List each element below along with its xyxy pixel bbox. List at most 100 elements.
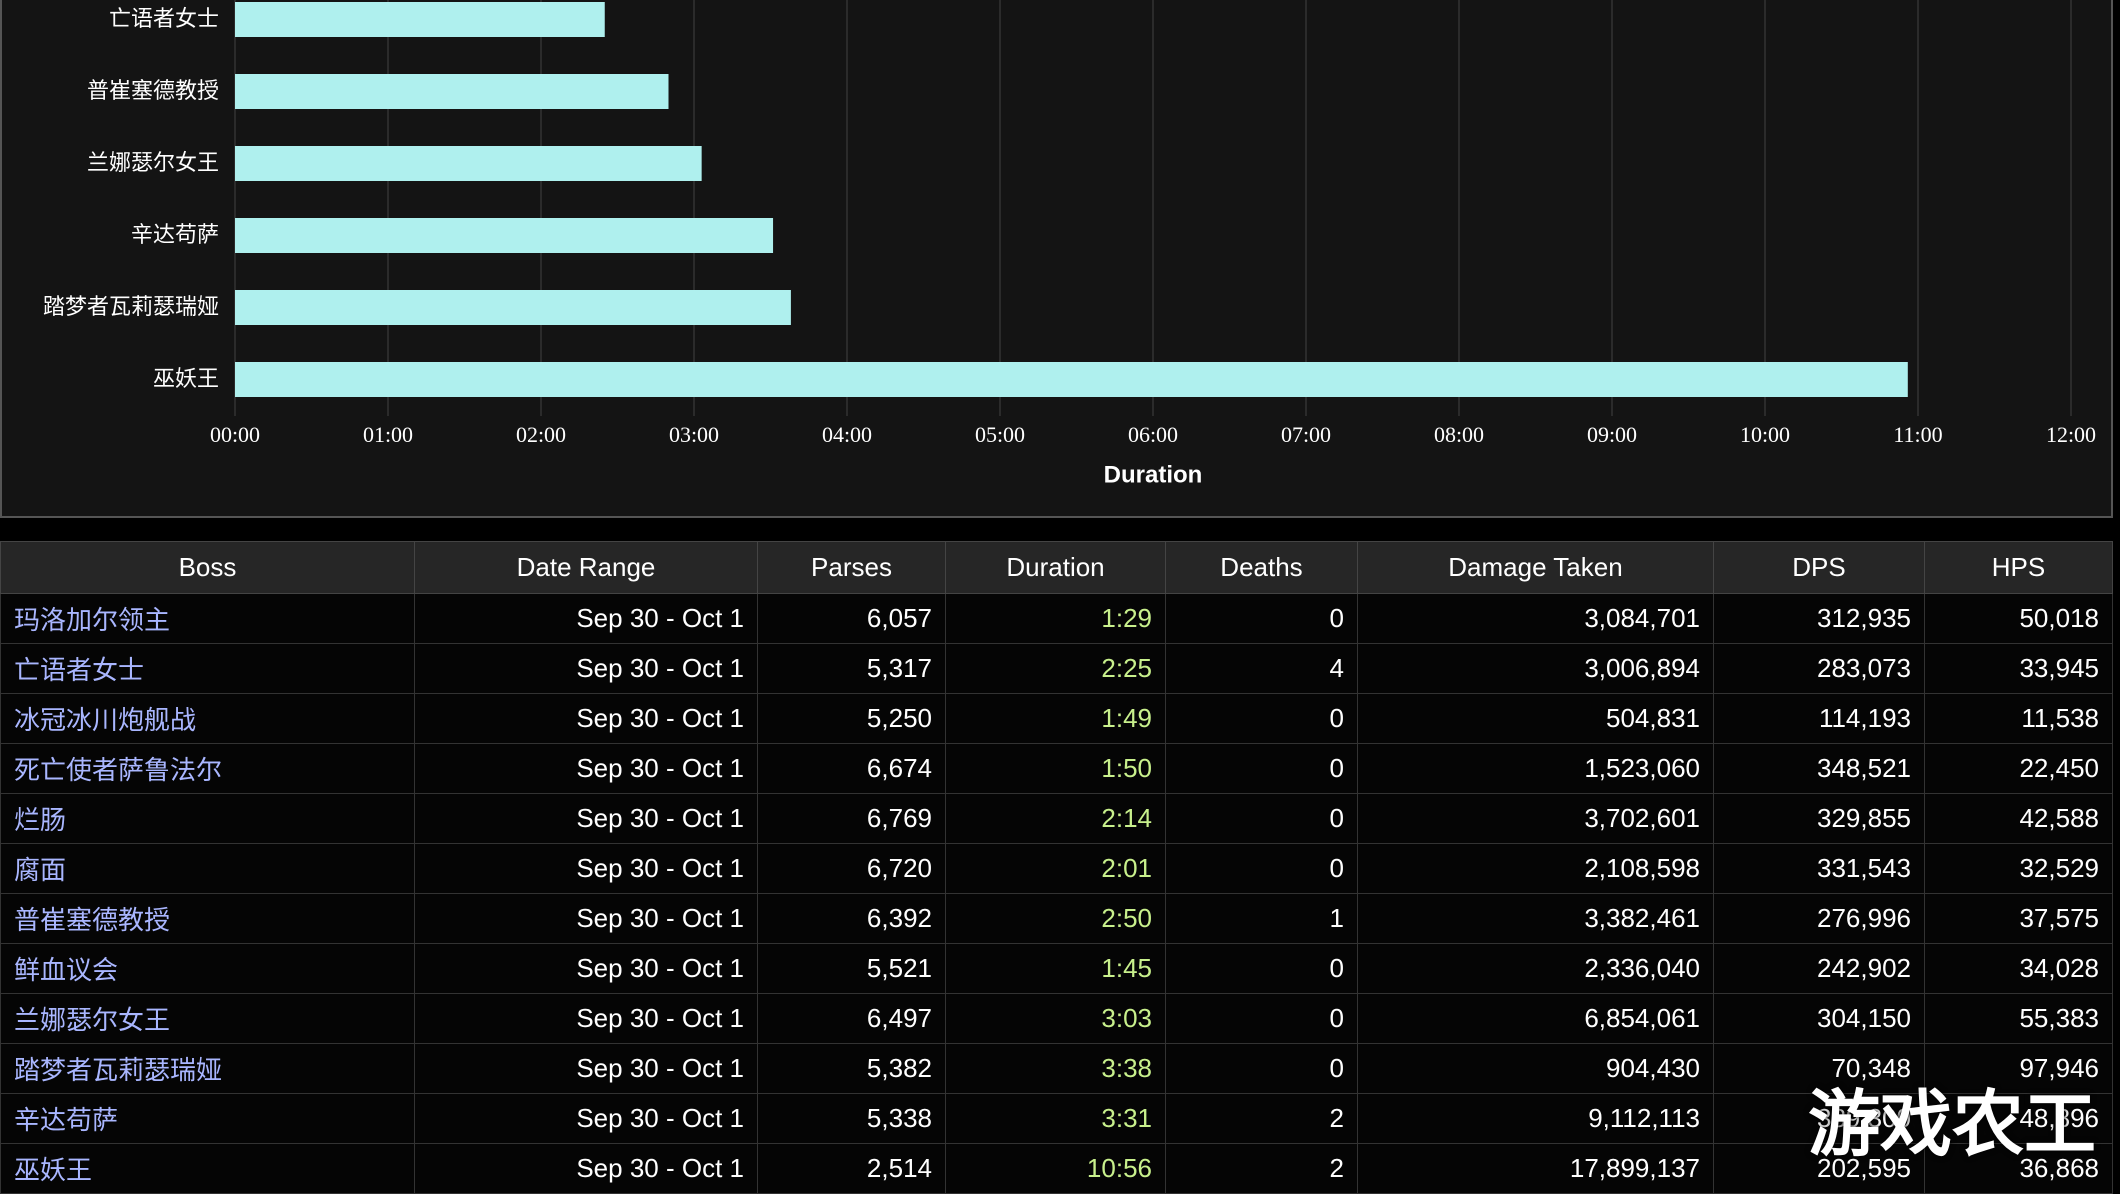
table-cell: 0 bbox=[1165, 743, 1358, 794]
table-row: 烂肠 Sep 30 - Oct 1 6,769 2:14 0 3,702,601 329,8… bbox=[0, 793, 2113, 844]
table-row: 辛达苟萨 Sep 30 - Oct 1 5,338 3:31 2 9,112,113 389… bbox=[0, 1093, 2113, 1144]
table-cell: 22,450 bbox=[1924, 743, 2113, 794]
table-body: 玛洛加尔领主 Sep 30 - Oct 1 6,057 1:29 0 3,084,701 3… bbox=[0, 593, 2113, 1194]
table-cell: 6,497 bbox=[757, 993, 946, 1044]
bar bbox=[235, 362, 1908, 397]
table-cell: 11,538 bbox=[1924, 693, 2113, 744]
table-cell: 10:56 bbox=[945, 1143, 1166, 1194]
y-tick-label: 亡语者女士 bbox=[109, 6, 219, 31]
table-cell: 312,935 bbox=[1713, 593, 1925, 644]
x-tick-label: 06:00 bbox=[1128, 422, 1178, 447]
table-cell: 32,529 bbox=[1924, 843, 2113, 894]
table-row: 死亡使者萨鲁法尔 Sep 30 - Oct 1 6,674 1:50 0 1,523,06… bbox=[0, 743, 2113, 794]
table-cell: 9,112,113 bbox=[1357, 1093, 1714, 1144]
table-cell: 5,338 bbox=[757, 1093, 946, 1144]
table-cell: 304,150 bbox=[1713, 993, 1925, 1044]
column-header[interactable]: Damage Taken bbox=[1357, 541, 1714, 594]
x-tick-label: 07:00 bbox=[1281, 422, 1331, 447]
table-cell: 33,945 bbox=[1924, 643, 2113, 694]
table-cell: 3,006,894 bbox=[1357, 643, 1714, 694]
table-cell: 1:45 bbox=[945, 943, 1166, 994]
x-axis-title: Duration bbox=[1104, 461, 1203, 488]
x-tick-label: 04:00 bbox=[822, 422, 872, 447]
boss-link[interactable]: 辛达苟萨 bbox=[0, 1093, 415, 1144]
boss-link[interactable]: 鲜血议会 bbox=[0, 943, 415, 994]
column-header[interactable]: Parses bbox=[757, 541, 946, 594]
table-cell: 1:50 bbox=[945, 743, 1166, 794]
boss-link[interactable]: 亡语者女士 bbox=[0, 643, 415, 694]
x-tick-label: 12:00 bbox=[2046, 422, 2096, 447]
table-cell: 2:14 bbox=[945, 793, 1166, 844]
table-cell: 283,073 bbox=[1713, 643, 1925, 694]
table-cell: Sep 30 - Oct 1 bbox=[414, 1043, 758, 1094]
table-cell: 17,899,137 bbox=[1357, 1143, 1714, 1194]
y-tick-label: 兰娜瑟尔女王 bbox=[87, 150, 219, 175]
table-row: 冰冠冰川炮舰战 Sep 30 - Oct 1 5,250 1:49 0 504,831 11… bbox=[0, 693, 2113, 744]
table-cell: 242,902 bbox=[1713, 943, 1925, 994]
table-cell: 5,521 bbox=[757, 943, 946, 994]
table-cell: 1,523,060 bbox=[1357, 743, 1714, 794]
bar bbox=[235, 218, 774, 253]
table-cell: 4 bbox=[1165, 643, 1358, 694]
table-cell: 2,108,598 bbox=[1357, 843, 1714, 894]
table-cell: 2,514 bbox=[757, 1143, 946, 1194]
column-header[interactable]: DPS bbox=[1713, 541, 1925, 594]
table-row: 腐面 Sep 30 - Oct 1 6,720 2:01 0 2,108,598 331,5… bbox=[0, 843, 2113, 894]
boss-link[interactable]: 腐面 bbox=[0, 843, 415, 894]
table-cell: 1:49 bbox=[945, 693, 1166, 744]
bar bbox=[235, 290, 791, 325]
table-cell: 329,855 bbox=[1713, 793, 1925, 844]
table-row: 普崔塞德教授 Sep 30 - Oct 1 6,392 2:50 1 3,382,461 2… bbox=[0, 893, 2113, 944]
column-header[interactable]: Deaths bbox=[1165, 541, 1358, 594]
boss-link[interactable]: 玛洛加尔领主 bbox=[0, 593, 415, 644]
x-tick-label: 10:00 bbox=[1740, 422, 1790, 447]
table-cell: Sep 30 - Oct 1 bbox=[414, 993, 758, 1044]
column-header[interactable]: Boss bbox=[0, 541, 415, 594]
boss-link[interactable]: 死亡使者萨鲁法尔 bbox=[0, 743, 415, 794]
x-tick-label: 11:00 bbox=[1893, 422, 1942, 447]
table-cell: 0 bbox=[1165, 1043, 1358, 1094]
table-row: 巫妖王 Sep 30 - Oct 1 2,514 10:56 2 17,899,137 20… bbox=[0, 1143, 2113, 1194]
bar bbox=[235, 2, 605, 37]
column-header[interactable]: HPS bbox=[1924, 541, 2113, 594]
table-cell: Sep 30 - Oct 1 bbox=[414, 943, 758, 994]
y-tick-label: 巫妖王 bbox=[153, 366, 219, 391]
boss-link[interactable]: 冰冠冰川炮舰战 bbox=[0, 693, 415, 744]
table-cell: Sep 30 - Oct 1 bbox=[414, 793, 758, 844]
column-header[interactable]: Duration bbox=[945, 541, 1166, 594]
x-tick-label: 05:00 bbox=[975, 422, 1025, 447]
table-row: 踏梦者瓦莉瑟瑞娅 Sep 30 - Oct 1 5,382 3:38 0 904,430 7… bbox=[0, 1043, 2113, 1094]
table-cell: 34,028 bbox=[1924, 943, 2113, 994]
boss-link[interactable]: 烂肠 bbox=[0, 793, 415, 844]
table-cell: 0 bbox=[1165, 843, 1358, 894]
table-cell: 55,383 bbox=[1924, 993, 2113, 1044]
boss-link[interactable]: 踏梦者瓦莉瑟瑞娅 bbox=[0, 1043, 415, 1094]
table-cell: 0 bbox=[1165, 943, 1358, 994]
table-cell: 114,193 bbox=[1713, 693, 1925, 744]
table-cell: Sep 30 - Oct 1 bbox=[414, 843, 758, 894]
watermark: 游戏农工 bbox=[1808, 1085, 2097, 1165]
y-tick-label: 普崔塞德教授 bbox=[87, 78, 219, 103]
table-row: 玛洛加尔领主 Sep 30 - Oct 1 6,057 1:29 0 3,084,701 3… bbox=[0, 593, 2113, 644]
table-cell: 42,588 bbox=[1924, 793, 2113, 844]
boss-link[interactable]: 普崔塞德教授 bbox=[0, 893, 415, 944]
table-cell: 348,521 bbox=[1713, 743, 1925, 794]
column-header[interactable]: Date Range bbox=[414, 541, 758, 594]
table-cell: Sep 30 - Oct 1 bbox=[414, 1093, 758, 1144]
boss-link[interactable]: 兰娜瑟尔女王 bbox=[0, 993, 415, 1044]
table-cell: 3,702,601 bbox=[1357, 793, 1714, 844]
table-cell: 6,057 bbox=[757, 593, 946, 644]
boss-link[interactable]: 巫妖王 bbox=[0, 1143, 415, 1194]
table-cell: 1 bbox=[1165, 893, 1358, 944]
table-cell: 97,946 bbox=[1924, 1043, 2113, 1094]
table-cell: Sep 30 - Oct 1 bbox=[414, 743, 758, 794]
table-row: 鲜血议会 Sep 30 - Oct 1 5,521 1:45 0 2,336,040 242… bbox=[0, 943, 2113, 994]
table-cell: 3:38 bbox=[945, 1043, 1166, 1094]
table-cell: 389,300 bbox=[1713, 1093, 1925, 1144]
x-tick-label: 08:00 bbox=[1434, 422, 1484, 447]
table-cell: 2,336,040 bbox=[1357, 943, 1714, 994]
x-tick-label: 01:00 bbox=[363, 422, 413, 447]
table-cell: Sep 30 - Oct 1 bbox=[414, 593, 758, 644]
table-cell: 0 bbox=[1165, 793, 1358, 844]
table-cell: 331,543 bbox=[1713, 843, 1925, 894]
